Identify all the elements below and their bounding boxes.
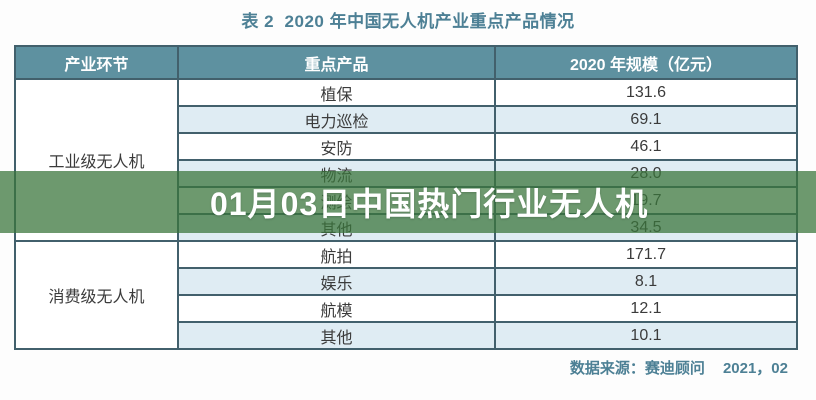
headline-overlay-text: 01月03日中国热门行业无人机 <box>210 186 649 222</box>
value-cell: 131.6 <box>494 78 798 107</box>
header-key-product: 重点产品 <box>177 45 496 80</box>
table-row: 电力巡检 69.1 <box>15 105 798 134</box>
data-source-note: 数据来源：赛迪顾问 2021，02 <box>570 357 788 378</box>
product-cell: 娱乐 <box>177 267 496 296</box>
table-row: 其他 10.1 <box>15 321 798 350</box>
table-row: 消费级无人机 航拍 171.7 <box>14 240 798 350</box>
value-cell: 46.1 <box>494 132 798 161</box>
value-cell: 10.1 <box>494 321 798 350</box>
value-cell: 69.1 <box>494 105 798 134</box>
category-cell-consumer: 消费级无人机 <box>14 240 179 350</box>
product-cell: 安防 <box>177 132 496 161</box>
table-caption: 表 2 2020 年中国无人机产业重点产品情况 <box>241 12 575 31</box>
value-cell: 171.7 <box>494 240 798 269</box>
data-source-label: 数据来源：赛迪顾问 <box>569 360 705 377</box>
header-2020-scale: 2020 年规模（亿元） <box>494 45 798 80</box>
product-cell: 其他 <box>177 321 496 350</box>
product-cell: 植保 <box>177 78 496 107</box>
product-cell: 电力巡检 <box>177 105 496 134</box>
table-row: 工业级无人机 植保 131.6 <box>14 78 798 242</box>
value-cell: 8.1 <box>494 267 798 296</box>
table-row: 娱乐 8.1 <box>15 267 798 296</box>
table-row: 安防 46.1 <box>15 132 798 161</box>
product-cell: 航拍 <box>177 240 496 269</box>
header-industry-segment: 产业环节 <box>14 45 179 80</box>
headline-overlay-banner[interactable]: 01月03日中国热门行业无人机 <box>0 171 816 233</box>
value-cell: 12.1 <box>494 294 798 323</box>
product-cell: 航模 <box>177 294 496 323</box>
table-row: 航模 12.1 <box>15 294 798 323</box>
data-source-issue: 2021，02 <box>722 360 788 377</box>
table-header-row: 产业环节 重点产品 2020 年规模（亿元） <box>14 45 798 80</box>
